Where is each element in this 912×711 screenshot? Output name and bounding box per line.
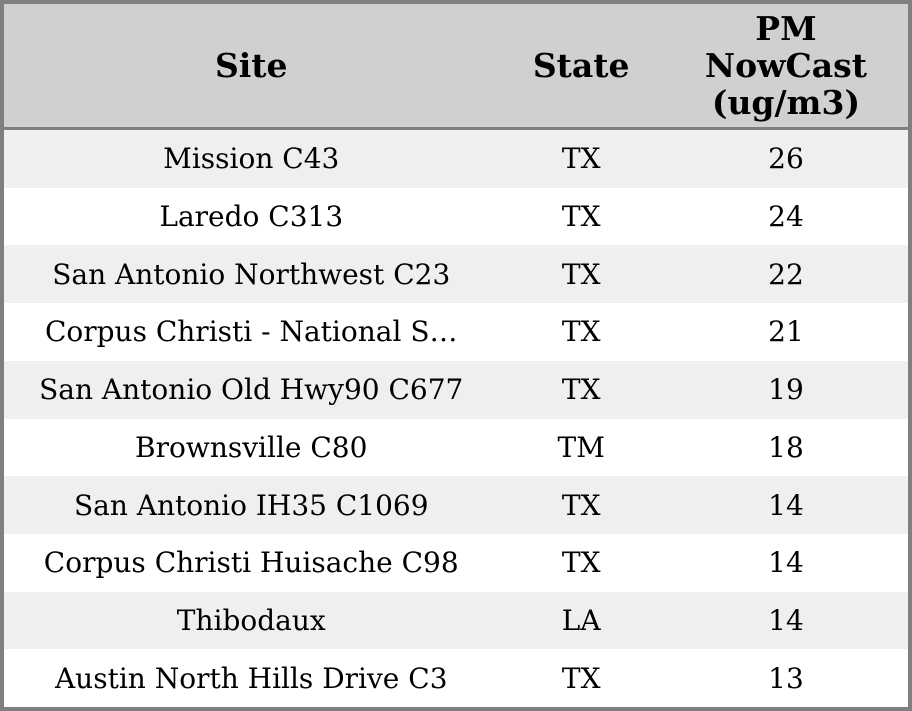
state-cell: TX	[561, 315, 601, 349]
column-header-state: State	[532, 46, 630, 85]
pm-value-cell: 19	[768, 373, 804, 407]
site-cell: San Antonio Old Hwy90 C677	[39, 373, 464, 407]
table-row: Mission C43 TX 26	[4, 130, 908, 188]
pm-value-cell: 24	[768, 200, 804, 234]
column-header-pm-nowcast: PM NowCast (ug/m3)	[664, 4, 908, 127]
state-cell: TX	[561, 200, 601, 234]
site-cell: Corpus Christi Huisache C98	[43, 546, 459, 580]
pm-value-cell: 22	[768, 257, 804, 291]
table-row: San Antonio IH35 C1069 TX 14	[4, 476, 908, 534]
state-cell: TX	[561, 373, 601, 407]
table-row: Thibodaux LA 14	[4, 591, 908, 650]
table-row: Brownsville C80 TM 18	[4, 418, 908, 477]
pm-header-line-2: NowCast	[704, 46, 867, 85]
state-cell: TX	[561, 257, 601, 291]
table-row: San Antonio Old Hwy90 C677 TX 19	[4, 360, 908, 419]
state-cell: TX	[561, 488, 601, 522]
table-row: Austin North Hills Drive C3 TX 13	[4, 649, 908, 707]
pm-value-cell: 14	[768, 546, 804, 580]
site-cell: Thibodaux	[176, 603, 326, 637]
site-cell: Laredo C313	[159, 200, 344, 234]
table-row: Corpus Christi Huisache C98 TX 14	[4, 533, 908, 592]
state-cell: LA	[561, 603, 601, 637]
pm-value-cell: 14	[768, 603, 804, 637]
table-header-row: Site State PM NowCast (ug/m3)	[4, 4, 908, 130]
pm-value-cell: 14	[768, 488, 804, 522]
state-cell: TX	[561, 142, 601, 176]
state-cell: TM	[557, 430, 605, 464]
pm-value-cell: 21	[768, 315, 804, 349]
pm-value-cell: 18	[768, 430, 804, 464]
pm-header-line-1: PM	[755, 9, 817, 48]
site-cell: Austin North Hills Drive C3	[54, 661, 448, 695]
table-row: San Antonio Northwest C23 TX 22	[4, 245, 908, 304]
table-row: Laredo C313 TX 24	[4, 187, 908, 246]
pm-value-cell: 13	[768, 661, 804, 695]
state-cell: TX	[561, 546, 601, 580]
site-cell: Corpus Christi - National S…	[44, 315, 458, 349]
state-cell: TX	[561, 661, 601, 695]
site-cell: Brownsville C80	[135, 430, 368, 464]
site-cell: San Antonio IH35 C1069	[73, 488, 429, 522]
table-body: Mission C43 TX 26 Laredo C313 TX 24 San …	[4, 130, 908, 707]
table-row: Corpus Christi - National S… TX 21	[4, 303, 908, 361]
site-cell: Mission C43	[163, 142, 340, 176]
pm-header-line-3: (ug/m3)	[711, 83, 861, 122]
site-cell: San Antonio Northwest C23	[52, 257, 451, 291]
column-header-site: Site	[214, 46, 288, 85]
pm-value-cell: 26	[768, 142, 804, 176]
